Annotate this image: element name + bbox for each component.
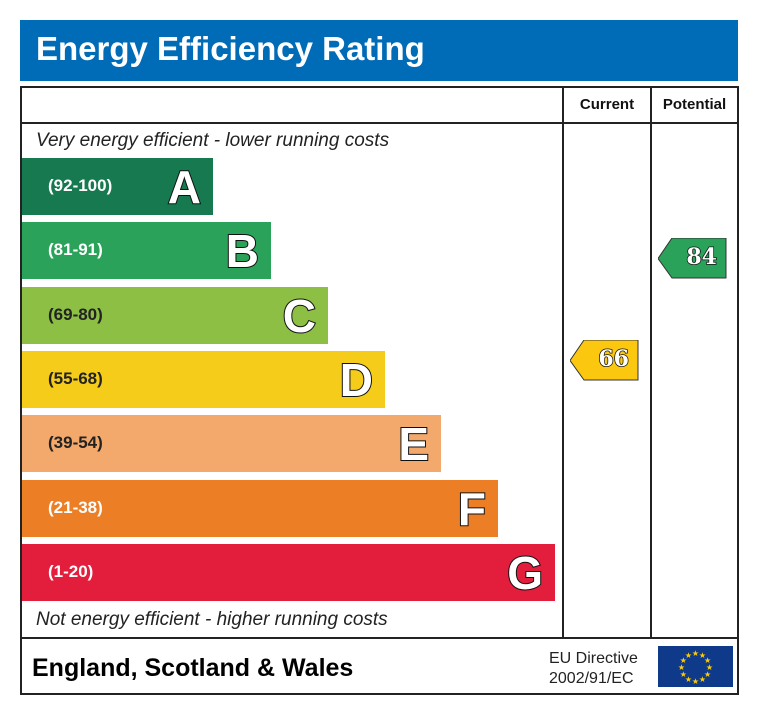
band-d: (55-68) D — [22, 350, 385, 408]
band-range: (81-91) — [48, 240, 103, 260]
band-letter: C — [282, 289, 317, 343]
band-range: (21-38) — [48, 497, 103, 517]
band-a: (92-100) A — [22, 158, 213, 215]
chart-title: Energy Efficiency Rating — [36, 30, 425, 67]
title-bar: Energy Efficiency Rating — [20, 20, 738, 81]
potential-rating-arrow: 84 — [658, 238, 727, 279]
star-icon: ★ — [692, 649, 699, 658]
potential-rating-value: 84 — [686, 243, 718, 271]
star-icon: ★ — [704, 670, 711, 679]
band-letter: G — [506, 546, 544, 600]
star-icon: ★ — [692, 677, 699, 686]
star-icon: ★ — [680, 670, 687, 679]
star-icon: ★ — [685, 651, 692, 660]
bottom-note: Not energy efficient - higher running co… — [36, 609, 388, 630]
eu-directive: EU Directive 2002/91/EC — [549, 649, 638, 689]
band-b: (81-91) B — [22, 222, 271, 280]
column-divider — [562, 88, 564, 638]
current-header: Current — [579, 96, 635, 113]
band-range: (1-20) — [48, 561, 94, 581]
band-range: (55-68) — [48, 368, 103, 388]
current-rating-value: 66 — [598, 345, 630, 373]
band-e: (39-54) E — [22, 415, 441, 473]
star-icon: ★ — [678, 663, 685, 672]
eu-flag-icon: ★ ★ ★ ★ ★ ★ ★ ★ ★ ★ ★ ★ — [658, 646, 733, 687]
star-icon: ★ — [699, 675, 706, 684]
column-divider — [650, 88, 652, 638]
current-rating-arrow: 66 — [570, 340, 639, 381]
star-icon: ★ — [685, 675, 692, 684]
band-f: (21-38) F — [22, 479, 498, 537]
band-letter: D — [339, 353, 374, 407]
star-icon: ★ — [706, 663, 713, 672]
star-icon: ★ — [699, 651, 706, 660]
band-range: (69-80) — [48, 304, 103, 324]
rating-table: Current Potential Very energy efficient … — [20, 86, 739, 695]
band-range: (39-54) — [48, 433, 103, 453]
band-letter: F — [457, 482, 487, 536]
directive-line2: 2002/91/EC — [549, 670, 634, 687]
directive-line1: EU Directive — [549, 650, 638, 667]
band-range: (92-100) — [48, 176, 113, 195]
footer-region: England, Scotland & Wales — [32, 654, 354, 682]
band-g: (1-20) G — [22, 543, 555, 601]
potential-header: Potential — [662, 96, 727, 113]
band-letter: E — [397, 417, 430, 471]
footer-divider — [22, 637, 737, 639]
top-note: Very energy efficient - lower running co… — [36, 130, 390, 151]
header-divider — [22, 122, 737, 124]
band-c: (69-80) C — [22, 286, 328, 344]
star-icon: ★ — [680, 656, 687, 665]
band-letter: A — [167, 160, 202, 214]
band-letter: B — [225, 224, 260, 278]
star-icon: ★ — [704, 656, 711, 665]
